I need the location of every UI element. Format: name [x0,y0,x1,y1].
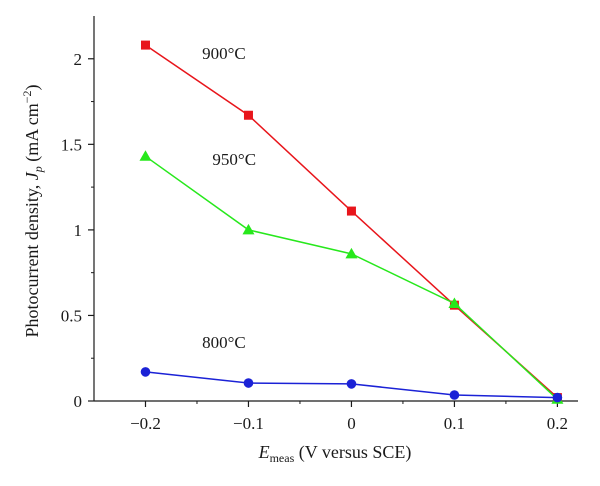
data-point-triangle [139,150,152,161]
y-axis-title-unit: (mA cm [22,103,43,166]
data-point-square [346,206,356,216]
x-tick-label: 0 [347,414,356,433]
data-point-triangle [242,223,255,235]
y-axis-title-sup: −2 [20,90,34,103]
data-point-triangle [345,247,358,259]
data-point-circle [140,367,151,377]
data-point-circle [552,392,563,403]
y-axis-title-close: ) [22,84,43,90]
y-tick-label: 1 [74,221,83,240]
axes: −0.2 −0.1 0 0.1 0.2 0 0.5 1 1.5 2 [61,16,578,433]
x-axis-title-sub: meas [270,451,295,465]
x-tick-label: 0.1 [444,414,465,433]
series-line [145,155,558,400]
annotations: 900°C 950°C 800°C [202,44,256,352]
data-point-triangle [448,297,461,308]
y-tick-label: 1.5 [61,135,82,154]
x-axis-title-rest: (V versus SCE) [294,442,411,463]
series-layer [139,40,564,404]
series-label: 950°C [212,150,256,169]
x-tick-label: −0.2 [130,414,161,433]
y-axis-title: Photocurrent density, Jp (mA cm−2) [20,84,45,337]
series-label: 900°C [202,44,246,63]
series-label: 800°C [202,333,246,352]
y-axis-title-sub: p [31,166,45,173]
x-tick-label: −0.1 [233,414,264,433]
data-point-circle [346,379,357,389]
x-axis-title-main: E [258,442,270,462]
series-950c [139,150,564,404]
x-tick-label: 0.2 [547,414,568,433]
data-point-circle [449,390,460,400]
series-800c [140,367,563,403]
y-axis-title-main: Photocurrent density, [22,180,42,337]
y-tick-label: 0.5 [61,306,82,325]
y-tick-label: 0 [74,392,83,411]
y-tick-label: 2 [74,50,83,69]
data-point-circle [243,378,254,388]
y-axis-title-var: J [22,171,42,180]
x-axis-title: Emeas (V versus SCE) [258,442,412,465]
data-point-square [243,110,253,120]
data-point-square [140,40,150,50]
